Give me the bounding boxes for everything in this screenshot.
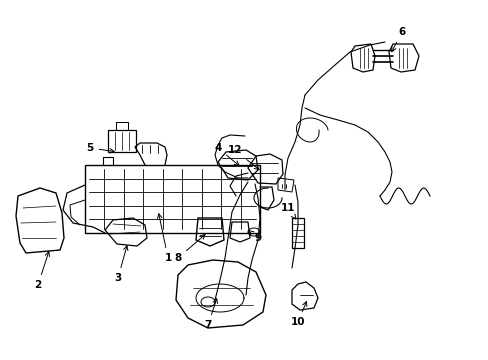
Text: 7: 7 [204, 299, 217, 330]
Text: 11: 11 [280, 203, 295, 219]
Text: 3: 3 [114, 246, 128, 283]
Text: 2: 2 [34, 252, 49, 290]
Text: 1: 1 [157, 214, 171, 263]
Text: 9: 9 [248, 231, 261, 243]
Text: 5: 5 [86, 143, 114, 153]
Text: 4: 4 [214, 143, 239, 166]
Text: 6: 6 [391, 27, 405, 51]
Text: 8: 8 [174, 234, 204, 263]
Text: 12: 12 [227, 145, 259, 170]
Text: 10: 10 [290, 302, 306, 327]
